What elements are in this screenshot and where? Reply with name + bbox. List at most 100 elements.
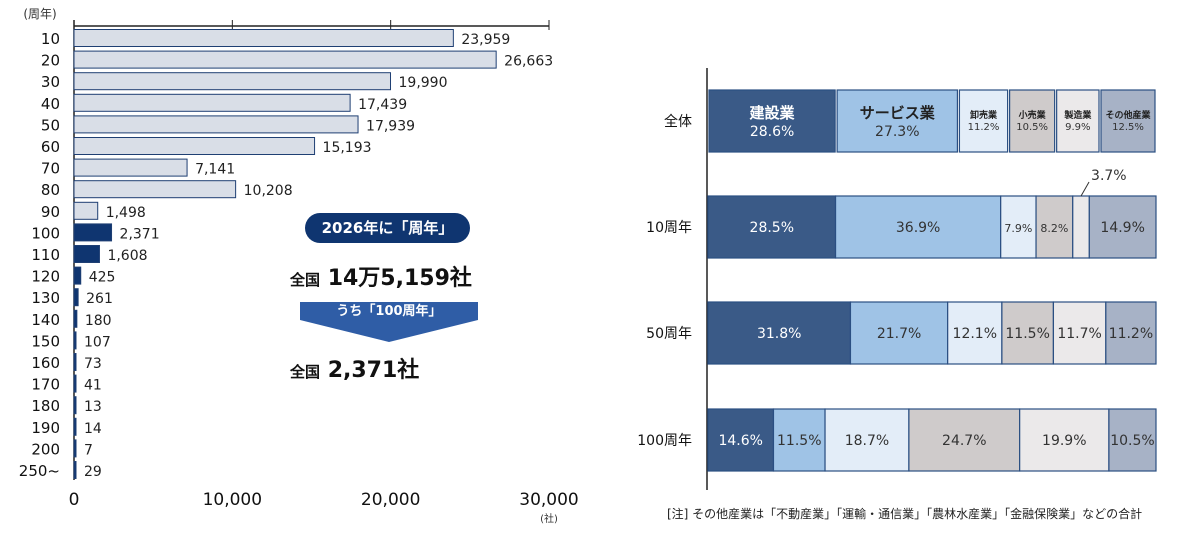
bar-value-label: 107 (84, 334, 111, 350)
bar-value-label: 7,141 (195, 162, 235, 178)
row-label: 全体 (664, 113, 692, 130)
bar-value-label: 17,939 (366, 118, 415, 134)
bar (73, 331, 77, 350)
row-label: 100周年 (637, 433, 692, 449)
segment (908, 408, 1021, 472)
segment (772, 408, 826, 472)
y-axis-title: (周年) (23, 7, 56, 21)
bar-value-label: 41 (84, 378, 102, 394)
y-tick-label: 90 (41, 203, 60, 221)
bar (73, 266, 82, 285)
y-tick-label: 100 (31, 224, 60, 242)
segment-value: 12.5% (1112, 122, 1144, 133)
segment-value: 36.9% (896, 220, 940, 236)
arrow-label: うち「100周年」 (336, 304, 442, 319)
bar (73, 115, 359, 134)
y-tick-label: 20 (41, 52, 60, 70)
bar-value-label: 14 (84, 421, 102, 437)
segment (1001, 301, 1055, 365)
bar (73, 417, 77, 436)
bar (73, 158, 188, 177)
bar (73, 29, 454, 47)
bar (73, 396, 77, 415)
segment (708, 89, 836, 153)
bar (73, 461, 77, 479)
segment-value: 9.9% (1065, 122, 1090, 133)
segment-value: 14.6% (718, 433, 762, 449)
bar-value-label: 15,193 (323, 140, 372, 156)
segment (836, 89, 959, 153)
y-tick-label: 150 (31, 332, 60, 350)
segment-value: 3.7% (1091, 168, 1127, 184)
segment-value: 11.2% (1109, 326, 1153, 342)
segment-name: その他産業 (1105, 109, 1151, 121)
segment (834, 195, 1002, 259)
segment-name: サービス業 (860, 104, 936, 122)
bar (73, 245, 100, 263)
bar (73, 137, 316, 155)
segment-name: 建設業 (750, 104, 796, 122)
x-tick-label: 0 (69, 490, 80, 510)
segment (1072, 195, 1090, 259)
x-tick-label: 20,000 (361, 490, 420, 510)
row-label: 10周年 (646, 220, 692, 236)
segment-value: 11.7% (1057, 326, 1101, 342)
segment (707, 408, 775, 472)
segment (1056, 89, 1100, 153)
segment (1108, 408, 1157, 472)
bar-value-label: 1,608 (107, 248, 147, 264)
segment-name: 卸売業 (970, 109, 998, 121)
callout-pill: 2026年に「周年」 (305, 213, 470, 243)
segment-value: 27.3% (875, 124, 919, 140)
segment (707, 195, 837, 259)
total-100-prefix: 全国 (290, 363, 321, 381)
y-tick-label: 10 (41, 30, 60, 48)
y-tick-label: 160 (31, 354, 60, 372)
bar (73, 439, 77, 458)
segment (1000, 195, 1037, 259)
total-100-value: 2,371社 (327, 358, 420, 383)
y-tick-label: 190 (31, 419, 60, 437)
arrow-down-icon (300, 302, 478, 342)
segment-value: 11.5% (777, 433, 821, 449)
bar-value-label: 17,439 (358, 97, 407, 113)
bar (73, 180, 237, 199)
total-all-prefix: 全国 (290, 271, 321, 289)
segment (1009, 89, 1056, 153)
bar-value-label: 23,959 (461, 32, 510, 48)
y-tick-label: 70 (41, 160, 60, 178)
segment-value: 31.8% (757, 326, 801, 342)
bar-value-label: 73 (84, 356, 102, 372)
bar (73, 309, 78, 328)
bar-value-label: 425 (89, 270, 116, 286)
bar (73, 72, 392, 91)
total-all: 全国 14万5,159社 (290, 260, 472, 292)
segment-value: 7.9% (1004, 222, 1032, 235)
segment-value: 28.6% (750, 124, 794, 140)
y-tick-label: 170 (31, 376, 60, 394)
bar-value-label: 2,371 (120, 226, 160, 242)
row-label: 50周年 (646, 326, 692, 342)
bar-value-label: 261 (86, 291, 113, 307)
segment-value: 11.2% (968, 122, 1000, 133)
segment-value: 10.5% (1110, 433, 1154, 449)
x-tick-label: 30,000 (519, 490, 578, 510)
x-axis-unit: (社) (540, 512, 558, 525)
bar-value-label: 29 (84, 464, 102, 480)
segment-value: 21.7% (877, 326, 921, 342)
leader-line (1080, 181, 1090, 197)
y-tick-label: 140 (31, 311, 60, 329)
y-tick-label: 180 (31, 397, 60, 415)
bar (73, 374, 77, 393)
y-tick-label: 130 (31, 289, 60, 307)
bar (73, 288, 79, 307)
bar (73, 201, 99, 220)
segment-value: 24.7% (942, 433, 986, 449)
y-tick-label: 40 (41, 95, 60, 113)
y-tick-label: 200 (31, 440, 60, 458)
total-all-value: 14万5,159社 (327, 266, 472, 291)
y-tick-label: 120 (31, 268, 60, 286)
y-tick-label: 250~ (19, 462, 60, 480)
